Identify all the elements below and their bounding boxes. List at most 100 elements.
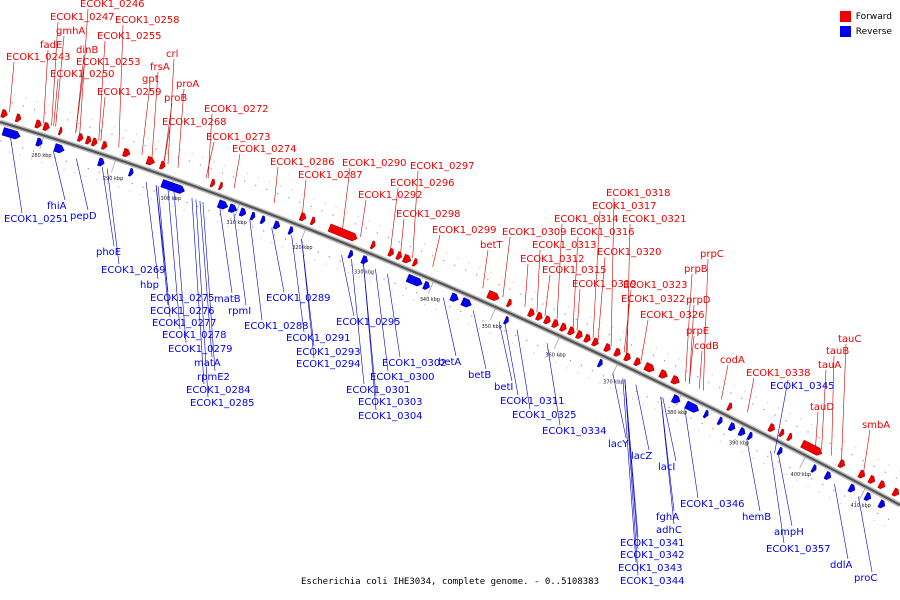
gene-label-ecok1-0277[interactable]: ECOK1_0277 [152,318,217,329]
gene-label-gpt[interactable]: gpt [142,74,159,85]
gene-label-beta[interactable]: betA [438,357,461,368]
gene-label-ecok1-0296[interactable]: ECOK1_0296 [390,178,455,189]
gene-label-ecok1-0258[interactable]: ECOK1_0258 [115,15,180,26]
gene-label-ecok1-0290[interactable]: ECOK1_0290 [342,158,407,169]
gene-label-ecok1-0341[interactable]: ECOK1_0341 [620,538,685,549]
gene-label-ecok1-0317[interactable]: ECOK1_0317 [592,201,657,212]
gene-label-ecok1-0273[interactable]: ECOK1_0273 [206,132,271,143]
gene-label-ecok1-0311[interactable]: ECOK1_0311 [500,396,565,407]
gene-label-ecok1-0268[interactable]: ECOK1_0268 [162,117,227,128]
gene-label-prpb[interactable]: prpB [684,264,708,275]
gene-label-mata[interactable]: matA [194,358,221,369]
gene-label-prpe[interactable]: prpE [686,326,709,337]
gene-label-ecok1-0303[interactable]: ECOK1_0303 [358,397,423,408]
gene-label-fade[interactable]: fadE [40,40,62,51]
gene-label-ecok1-0357[interactable]: ECOK1_0357 [766,544,831,555]
gene-label-matb[interactable]: matB [214,294,241,305]
gene-label-laci[interactable]: lacI [658,462,675,473]
gene-label-ecok1-0322[interactable]: ECOK1_0322 [621,294,686,305]
gene-label-ecok1-0313[interactable]: ECOK1_0313 [532,240,597,251]
gene-label-ecok1-0272[interactable]: ECOK1_0272 [204,104,269,115]
gene-label-pepd[interactable]: pepD [70,211,97,222]
gene-label-ecok1-0253[interactable]: ECOK1_0253 [76,57,141,68]
gene-label-proc[interactable]: proC [854,573,877,584]
gene-label-frsa[interactable]: frsA [150,62,170,73]
gene-label-taua[interactable]: tauA [818,360,841,371]
gene-label-amph[interactable]: ampH [774,527,804,538]
gene-label-prob[interactable]: proB [164,93,187,104]
gene-label-fhia[interactable]: fhiA [47,201,67,212]
gene-label-ecok1-0246[interactable]: ECOK1_0246 [80,0,145,10]
gene-label-adhc[interactable]: adhC [656,525,682,536]
gene-label-coda[interactable]: codA [720,355,745,366]
gene-label-taub[interactable]: tauB [826,346,849,357]
gene-label-ecok1-0318[interactable]: ECOK1_0318 [606,188,671,199]
gene-label-ecok1-0286[interactable]: ECOK1_0286 [270,157,335,168]
gene-label-rpme2[interactable]: rpmE2 [197,372,230,383]
gene-label-ecok1-0247[interactable]: ECOK1_0247 [50,12,115,23]
gene-label-ecok1-0291[interactable]: ECOK1_0291 [286,333,351,344]
gene-label-ecok1-0298[interactable]: ECOK1_0298 [396,209,461,220]
gene-label-taud[interactable]: tauD [810,402,834,413]
gene-label-ecok1-0334[interactable]: ECOK1_0334 [542,426,607,437]
gene-label-ecok1-0304[interactable]: ECOK1_0304 [358,411,423,422]
gene-label-lacz[interactable]: lacZ [631,451,652,462]
gene-label-ecok1-0312[interactable]: ECOK1_0312 [520,254,585,265]
gene-label-ecok1-0275[interactable]: ECOK1_0275 [150,293,215,304]
gene-label-smba[interactable]: smbA [862,420,890,431]
gene-label-prpd[interactable]: prpD [686,295,711,306]
gene-label-ecok1-0316[interactable]: ECOK1_0316 [570,227,635,238]
gene-label-ecok1-0294[interactable]: ECOK1_0294 [296,359,361,370]
gene-label-hemb[interactable]: hemB [742,512,771,523]
gene-label-ddla[interactable]: ddlA [830,560,852,571]
gene-label-ecok1-0278[interactable]: ECOK1_0278 [162,330,227,341]
gene-label-ecok1-0287[interactable]: ECOK1_0287 [298,170,363,181]
gene-label-ecok1-0269[interactable]: ECOK1_0269 [101,265,166,276]
gene-label-ecok1-0289[interactable]: ECOK1_0289 [266,293,331,304]
gene-label-ecok1-0259[interactable]: ECOK1_0259 [97,87,162,98]
gene-label-ecok1-0314[interactable]: ECOK1_0314 [554,214,619,225]
gene-label-ecok1-0344[interactable]: ECOK1_0344 [620,576,685,587]
gene-label-prpc[interactable]: prpC [700,249,724,260]
gene-label-ecok1-0288[interactable]: ECOK1_0288 [244,321,309,332]
gene-label-ecok1-0295[interactable]: ECOK1_0295 [336,317,401,328]
gene-label-ecok1-0243[interactable]: ECOK1_0243 [6,52,71,63]
gene-label-ecok1-0299[interactable]: ECOK1_0299 [432,225,497,236]
gene-label-proa[interactable]: proA [176,79,199,90]
gene-label-ecok1-0342[interactable]: ECOK1_0342 [620,550,685,561]
gene-label-tauc[interactable]: tauC [838,334,861,345]
gene-label-ecok1-0276[interactable]: ECOK1_0276 [150,306,215,317]
gene-label-ecok1-0315[interactable]: ECOK1_0315 [542,265,607,276]
gene-label-ecok1-0319[interactable]: ECOK1_0319 [572,279,637,290]
gene-label-dinb[interactable]: dinB [76,45,98,56]
gene-label-ecok1-0292[interactable]: ECOK1_0292 [358,190,423,201]
gene-label-hbp[interactable]: hbp [140,280,159,291]
gene-label-phoe[interactable]: phoE [96,247,121,258]
gene-label-codb[interactable]: codB [694,341,719,352]
gene-label-ecok1-0309[interactable]: ECOK1_0309 [502,227,567,238]
gene-label-ecok1-0326[interactable]: ECOK1_0326 [640,310,705,321]
gene-label-ecok1-0338[interactable]: ECOK1_0338 [746,368,811,379]
gene-label-rpmi[interactable]: rpmI [228,306,251,317]
gene-label-bett[interactable]: betT [480,240,503,251]
gene-label-ecok1-0297[interactable]: ECOK1_0297 [410,161,475,172]
gene-label-ecok1-0345[interactable]: ECOK1_0345 [770,381,835,392]
gene-label-fgha[interactable]: fghA [656,512,679,523]
gene-label-ecok1-0300[interactable]: ECOK1_0300 [370,372,435,383]
gene-label-ecok1-0279[interactable]: ECOK1_0279 [168,344,233,355]
gene-label-gmha[interactable]: gmhA [56,26,85,37]
gene-label-ecok1-0321[interactable]: ECOK1_0321 [622,214,687,225]
gene-label-ecok1-0255[interactable]: ECOK1_0255 [97,31,162,42]
gene-label-ecok1-0285[interactable]: ECOK1_0285 [190,398,255,409]
gene-label-ecok1-0346[interactable]: ECOK1_0346 [680,499,745,510]
gene-label-ecok1-0250[interactable]: ECOK1_0250 [50,69,115,80]
gene-label-ecok1-0320[interactable]: ECOK1_0320 [597,247,662,258]
gene-label-ecok1-0301[interactable]: ECOK1_0301 [346,385,411,396]
gene-label-ecok1-0302[interactable]: ECOK1_0302 [382,358,447,369]
gene-label-ecok1-0293[interactable]: ECOK1_0293 [296,347,361,358]
gene-label-ecok1-0323[interactable]: ECOK1_0323 [623,280,688,291]
gene-label-betb[interactable]: betB [468,370,491,381]
gene-label-crl[interactable]: crl [166,49,178,60]
gene-label-ecok1-0251[interactable]: ECOK1_0251 [4,214,69,225]
gene-label-beti[interactable]: betI [494,382,513,393]
